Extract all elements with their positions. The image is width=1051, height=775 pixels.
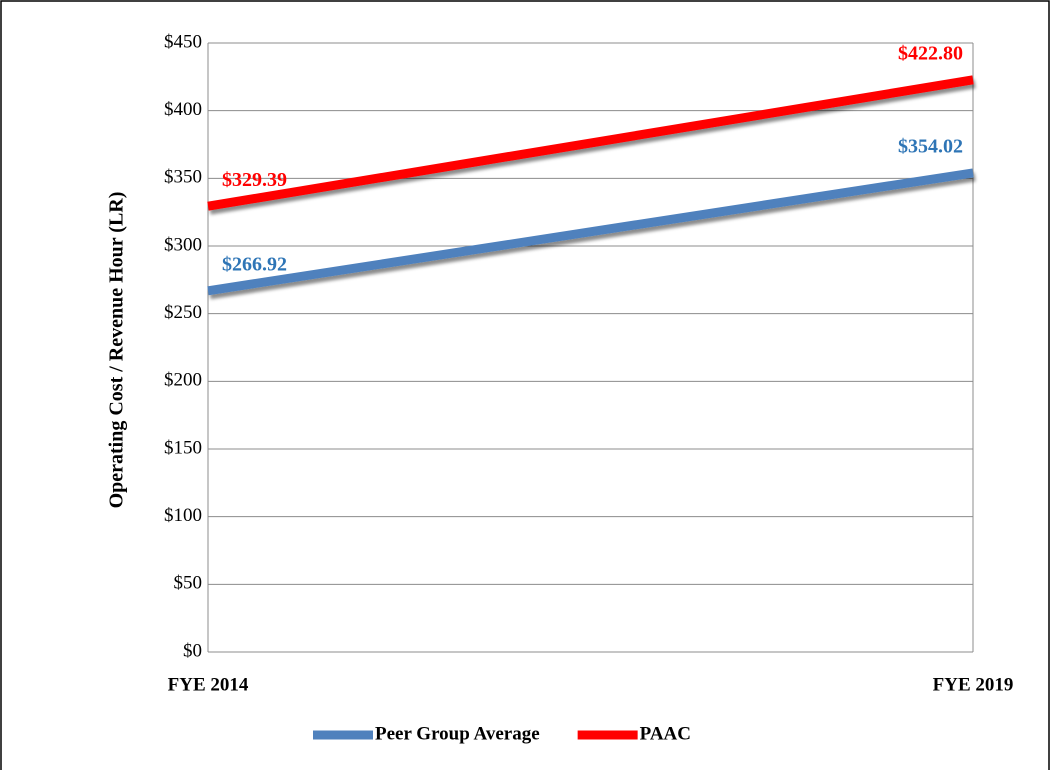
y-tick-label: $100 (164, 505, 202, 526)
data-label: $329.39 (222, 169, 287, 191)
y-axis-title: Operating Cost / Revenue Hour (LR) (106, 192, 128, 509)
y-tick-label: $0 (183, 640, 202, 661)
data-label: $422.80 (898, 42, 963, 64)
y-tick-label: $50 (174, 573, 203, 594)
series-line (207, 168, 974, 296)
x-tick-label: FYE 2014 (168, 674, 249, 695)
y-tick-label: $250 (164, 302, 202, 323)
y-tick-label: $400 (164, 99, 202, 120)
legend-label: Peer Group Average (375, 723, 540, 744)
x-tick-label: FYE 2019 (933, 674, 1014, 695)
y-tick-label: $300 (164, 234, 202, 255)
data-label: $266.92 (222, 253, 287, 275)
legend-label: PAAC (640, 723, 691, 744)
series-line (207, 75, 974, 211)
y-tick-label: $450 (164, 31, 202, 52)
data-label: $354.02 (898, 135, 963, 157)
y-tick-label: $150 (164, 437, 202, 458)
y-tick-label: $200 (164, 370, 202, 391)
y-tick-label: $350 (164, 167, 202, 188)
